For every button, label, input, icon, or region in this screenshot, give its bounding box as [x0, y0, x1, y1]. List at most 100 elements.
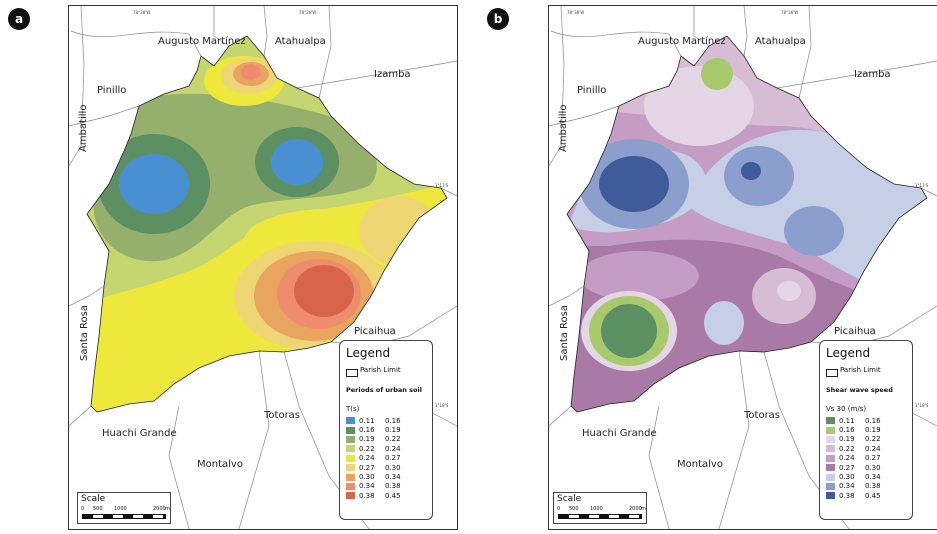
legend-class-row: 0.38 0.45 [826, 491, 881, 500]
legend-class-row: 0.38 0.45 [346, 491, 401, 500]
place-ambatillo: Ambatillo [558, 104, 569, 152]
coord-right-2: 1°18'S [915, 403, 929, 408]
legend-swatch [826, 445, 835, 453]
place-pinillo: Pinillo [577, 85, 607, 96]
legend-class-from: 0.16 [839, 426, 855, 435]
scale-tick: 500 [93, 506, 103, 512]
legend-title: Legend [346, 346, 391, 360]
scale-tick: 2000 [153, 506, 166, 512]
legend-class-from: 0.11 [839, 416, 855, 425]
legend-class-row: 0.19 0.22 [346, 435, 401, 444]
scale-title: Scale [81, 494, 106, 504]
legend-class-from: 0.34 [839, 482, 855, 491]
legend-swatch [346, 482, 355, 490]
legend-swatch [346, 426, 355, 434]
legend-class-to: 0.19 [385, 426, 401, 435]
scale-ticks: 0 500 1000 2000 m [557, 506, 647, 514]
legend-class-to: 0.22 [385, 435, 401, 444]
legend-a: Legend Parish Limit Periods of urban soi… [339, 340, 433, 520]
scale-tick: 0 [81, 506, 85, 512]
legend-class-to: 0.38 [385, 482, 401, 491]
legend-class-to: 0.16 [865, 416, 881, 425]
legend-class-to: 0.24 [385, 444, 401, 453]
legend-class-to: 0.22 [865, 435, 881, 444]
legend-class-from: 0.38 [839, 491, 855, 500]
legend-class-row: 0.30 0.34 [346, 472, 401, 481]
place-ambatillo: Ambatillo [78, 104, 89, 152]
place-santa-rosa: Santa Rosa [559, 305, 570, 361]
place-pinillo: Pinillo [97, 85, 127, 96]
legend-swatch [346, 445, 355, 453]
legend-swatch [826, 417, 835, 425]
legend-swatch [826, 464, 835, 472]
scale-ticks: 0 500 1000 2000 m [81, 506, 171, 514]
place-izamba: Izamba [854, 69, 891, 80]
legend-class-to: 0.24 [865, 444, 881, 453]
legend-class-to: 0.19 [865, 426, 881, 435]
scale-tick: 0 [557, 506, 561, 512]
scale-title: Scale [557, 494, 582, 504]
legend-class-from: 0.24 [839, 454, 855, 463]
legend-class-from: 0.24 [359, 454, 375, 463]
scale-unit: m [641, 506, 646, 512]
parish-limit-label: Parish Limit [840, 366, 881, 374]
place-atahualpa: Atahualpa [275, 36, 326, 47]
scale-bar-b: Scale 0 500 1000 2000 m [553, 492, 647, 524]
legend-class-row: 0.16 0.19 [346, 425, 401, 434]
place-montalvo: Montalvo [197, 459, 243, 470]
legend-class-from: 0.16 [359, 426, 375, 435]
coord-top-1: 78°38'W [567, 10, 585, 15]
legend-units: T(s) [346, 405, 360, 413]
scale-unit: m [165, 506, 170, 512]
legend-class-row: 0.30 0.34 [826, 472, 881, 481]
scale-tick: 1000 [114, 506, 127, 512]
legend-class-from: 0.22 [359, 444, 375, 453]
coord-top-2: 78°36'W [299, 10, 317, 15]
panel-a-badge: a [8, 8, 30, 30]
legend-swatch [346, 492, 355, 500]
legend-swatch [826, 482, 835, 490]
legend-rows-b: 0.11 0.16 0.16 0.19 0.19 0.22 0.22 0.24 0.24 0.27… [826, 416, 881, 501]
scale-bar-a: Scale 0 500 1000 2000 m [77, 492, 171, 524]
place-izamba: Izamba [374, 69, 411, 80]
legend-subtitle: Periods of urban soil [346, 386, 422, 394]
legend-title: Legend [826, 346, 871, 360]
legend-swatch [826, 435, 835, 443]
legend-class-row: 0.27 0.30 [826, 463, 881, 472]
coord-top-1: 78°38'W [133, 10, 151, 15]
place-santa-rosa: Santa Rosa [79, 305, 90, 361]
map-panel-a: 78°38'W 78°36'W 1°13'S 1°18'S Augusto Ma… [68, 5, 458, 530]
legend-swatch [826, 426, 835, 434]
legend-class-row: 0.16 0.19 [826, 425, 881, 434]
legend-class-row: 0.34 0.38 [346, 482, 401, 491]
place-augusto-martinez: Augusto Martínez [638, 36, 726, 47]
legend-class-row: 0.27 0.30 [346, 463, 401, 472]
legend-class-from: 0.22 [839, 444, 855, 453]
legend-subtitle: Shear wave speed [826, 386, 893, 394]
legend-b: Legend Parish Limit Shear wave speed Vs … [819, 340, 913, 520]
place-huachi-grande: Huachi Grande [582, 428, 657, 439]
coord-top-2: 78°36'W [781, 10, 799, 15]
legend-rows-a: 0.11 0.16 0.16 0.19 0.19 0.22 0.22 0.24 0.24 0.27… [346, 416, 401, 501]
legend-class-row: 0.19 0.22 [826, 435, 881, 444]
place-augusto-martinez: Augusto Martínez [158, 36, 246, 47]
legend-class-from: 0.30 [839, 473, 855, 482]
parish-limit-swatch [346, 369, 358, 377]
legend-class-to: 0.45 [865, 491, 881, 500]
place-atahualpa: Atahualpa [755, 36, 806, 47]
legend-class-to: 0.16 [385, 416, 401, 425]
coord-right-1: 1°13'S [915, 183, 929, 188]
place-huachi-grande: Huachi Grande [102, 428, 177, 439]
parish-limit-swatch [826, 369, 838, 377]
scale-tick: 500 [569, 506, 579, 512]
study-area-outline-b [566, 35, 928, 413]
scale-tick: 1000 [590, 506, 603, 512]
scale-tick: 2000 [629, 506, 642, 512]
legend-swatch [346, 464, 355, 472]
legend-class-row: 0.22 0.24 [346, 444, 401, 453]
legend-class-to: 0.30 [865, 463, 881, 472]
legend-class-to: 0.34 [865, 473, 881, 482]
legend-swatch [346, 435, 355, 443]
legend-units: Vs 30 (m/s) [826, 405, 867, 413]
legend-swatch [826, 492, 835, 500]
